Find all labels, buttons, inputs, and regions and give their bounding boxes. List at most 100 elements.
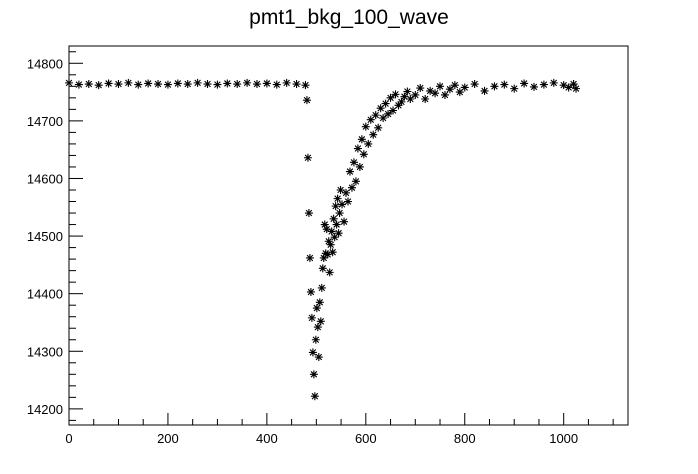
data-point xyxy=(355,162,364,171)
data-point xyxy=(455,88,464,97)
x-axis: 0 200 400 600 800 1000 xyxy=(65,413,614,446)
x-tick-label: 0 xyxy=(65,431,72,446)
data-point xyxy=(336,185,345,194)
data-point xyxy=(490,82,499,91)
data-point xyxy=(539,80,548,89)
data-point xyxy=(312,304,321,313)
data-point xyxy=(530,82,539,91)
x-tick-label: 200 xyxy=(157,431,179,446)
data-point xyxy=(272,80,281,89)
data-point xyxy=(333,194,342,203)
data-point xyxy=(252,80,261,89)
data-point xyxy=(559,81,568,90)
data-point xyxy=(84,80,93,89)
data-point xyxy=(311,335,320,344)
data-point xyxy=(406,94,415,103)
data-point xyxy=(309,370,318,379)
data-point xyxy=(65,78,73,87)
x-tick-label: 800 xyxy=(454,431,476,446)
data-point xyxy=(334,229,343,238)
data-point xyxy=(144,79,153,88)
data-point xyxy=(345,167,354,176)
x-tick-label: 400 xyxy=(256,431,278,446)
data-point xyxy=(317,283,326,292)
data-point xyxy=(569,80,578,89)
data-point xyxy=(376,104,385,113)
data-point xyxy=(292,80,301,89)
data-point xyxy=(183,80,192,89)
data-point xyxy=(440,90,449,99)
data-point xyxy=(326,240,335,249)
data-point xyxy=(319,253,328,262)
data-point xyxy=(394,101,403,110)
data-point xyxy=(510,84,519,93)
data-point xyxy=(335,209,344,218)
data-point xyxy=(173,79,182,88)
data-point xyxy=(114,80,123,89)
data-point xyxy=(431,89,440,98)
data-point xyxy=(500,80,509,89)
data-point xyxy=(416,84,425,93)
data-point xyxy=(450,81,459,90)
y-tick-label: 14300 xyxy=(27,344,63,359)
data-point xyxy=(223,79,232,88)
data-point xyxy=(316,317,325,326)
data-point xyxy=(306,287,315,296)
data-point xyxy=(322,225,331,234)
data-point xyxy=(314,353,323,362)
y-tick-label: 14700 xyxy=(27,114,63,129)
data-point xyxy=(391,90,400,99)
data-point xyxy=(243,78,252,87)
data-point xyxy=(330,233,339,242)
data-point xyxy=(520,79,529,88)
y-tick-label: 14500 xyxy=(27,229,63,244)
y-tick-label: 14600 xyxy=(27,171,63,186)
data-point xyxy=(349,158,358,167)
data-point xyxy=(332,220,341,229)
data-point xyxy=(347,183,356,192)
y-tick-label: 14200 xyxy=(27,402,63,417)
data-point xyxy=(340,217,349,226)
data-point xyxy=(379,113,388,122)
data-point xyxy=(353,144,362,153)
data-point xyxy=(374,123,383,132)
data-point xyxy=(154,80,163,89)
data-point xyxy=(460,83,469,92)
data-point xyxy=(480,86,489,95)
chart-title: pmt1_bkg_100_wave xyxy=(249,6,449,29)
data-point xyxy=(328,248,337,257)
data-point xyxy=(320,220,329,229)
data-point xyxy=(470,80,479,89)
data-point xyxy=(572,84,581,93)
data-point xyxy=(371,111,380,120)
data-point xyxy=(389,106,398,115)
data-point xyxy=(386,93,395,102)
data-point xyxy=(445,85,454,94)
data-point xyxy=(331,202,340,211)
data-point xyxy=(421,94,430,103)
data-point xyxy=(329,214,338,223)
data-point xyxy=(351,177,360,186)
data-point xyxy=(564,83,573,92)
data-point xyxy=(310,392,319,401)
data-point xyxy=(384,109,393,118)
data-point xyxy=(213,80,222,89)
data-point xyxy=(359,150,368,159)
data-point xyxy=(233,80,242,89)
data-point xyxy=(549,78,558,87)
data-point xyxy=(366,115,375,124)
data-point xyxy=(282,78,291,87)
data-point xyxy=(315,298,324,307)
data-point xyxy=(411,90,420,99)
y-axis: 14200 14300 14400 14500 14600 14700 14800 xyxy=(27,51,83,421)
data-point xyxy=(134,80,143,89)
data-point xyxy=(304,209,313,218)
data-point xyxy=(124,78,133,87)
data-point xyxy=(397,97,406,106)
data-point xyxy=(308,348,317,357)
data-point xyxy=(357,135,366,144)
data-point xyxy=(193,78,202,87)
data-point xyxy=(74,80,83,89)
